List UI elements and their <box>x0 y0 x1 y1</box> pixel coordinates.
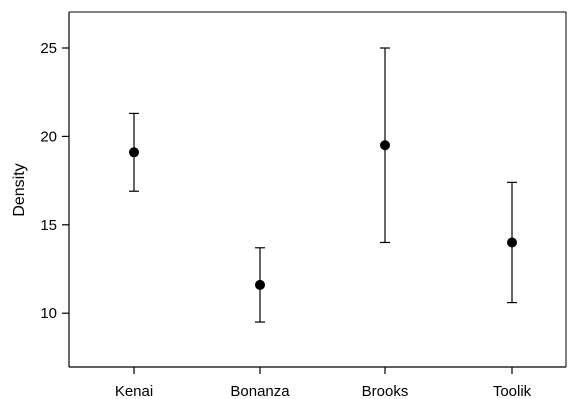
y-tick-label: 20 <box>40 128 57 145</box>
y-axis-label: Density <box>11 163 28 216</box>
x-tick-label: Kenai <box>115 383 153 399</box>
x-tick-label: Bonanza <box>230 383 290 399</box>
data-point <box>129 147 139 158</box>
y-tick-label: 25 <box>40 40 57 57</box>
x-tick-label: Toolik <box>493 383 532 399</box>
error-bars <box>129 47 517 323</box>
y-tick-label: 15 <box>40 217 57 234</box>
x-ticks: Kenai Bonanza Brooks Toolik <box>115 367 532 399</box>
y-tick-label: 10 <box>40 305 57 322</box>
data-points <box>129 140 517 290</box>
data-point <box>507 237 517 248</box>
data-point <box>255 279 265 290</box>
x-tick-label: Brooks <box>362 383 409 399</box>
y-ticks: 10 15 20 25 <box>40 40 69 322</box>
axes <box>68 11 567 368</box>
data-point <box>380 140 390 151</box>
